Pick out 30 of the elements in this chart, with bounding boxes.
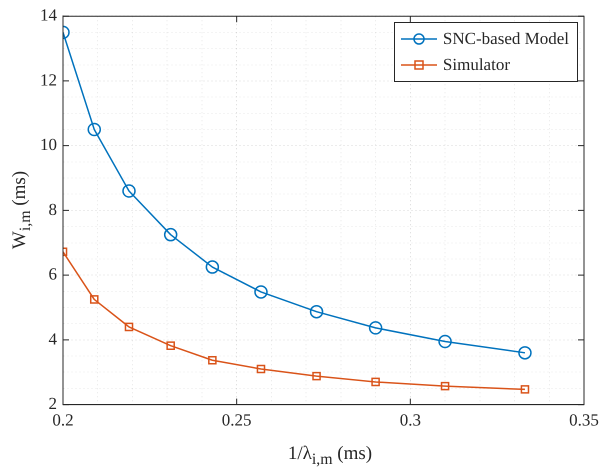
y-tick-label: 12 bbox=[40, 70, 57, 90]
point bbox=[208, 356, 217, 365]
x-axis-title: 1/λ$_{i,m}$ (ms) bbox=[288, 443, 372, 469]
point bbox=[520, 385, 530, 394]
point bbox=[310, 304, 324, 318]
point bbox=[256, 364, 266, 374]
legend-label: Simulator bbox=[442, 55, 510, 75]
point bbox=[124, 322, 134, 332]
x-tick-label: 0.35 bbox=[569, 410, 599, 430]
point bbox=[122, 184, 136, 198]
point bbox=[164, 228, 178, 242]
point bbox=[88, 122, 102, 136]
x-tick-label: 0.3 bbox=[400, 410, 421, 430]
y-tick-label: 10 bbox=[40, 135, 57, 154]
y-tick-label: 14 bbox=[40, 6, 58, 25]
legend-label: SNC-based Model bbox=[442, 29, 569, 49]
y-tick-label: 4 bbox=[48, 329, 58, 348]
point bbox=[438, 334, 452, 348]
y-tick-label: 8 bbox=[48, 200, 57, 219]
point bbox=[440, 382, 450, 390]
y-tick-label: 6 bbox=[48, 264, 57, 284]
point bbox=[166, 341, 175, 350]
point bbox=[206, 260, 220, 274]
point bbox=[518, 346, 532, 360]
point bbox=[312, 372, 321, 380]
point bbox=[90, 295, 99, 304]
point bbox=[371, 378, 380, 386]
x-tick-label: 0.25 bbox=[222, 410, 252, 430]
point bbox=[368, 321, 382, 335]
point bbox=[254, 285, 268, 299]
